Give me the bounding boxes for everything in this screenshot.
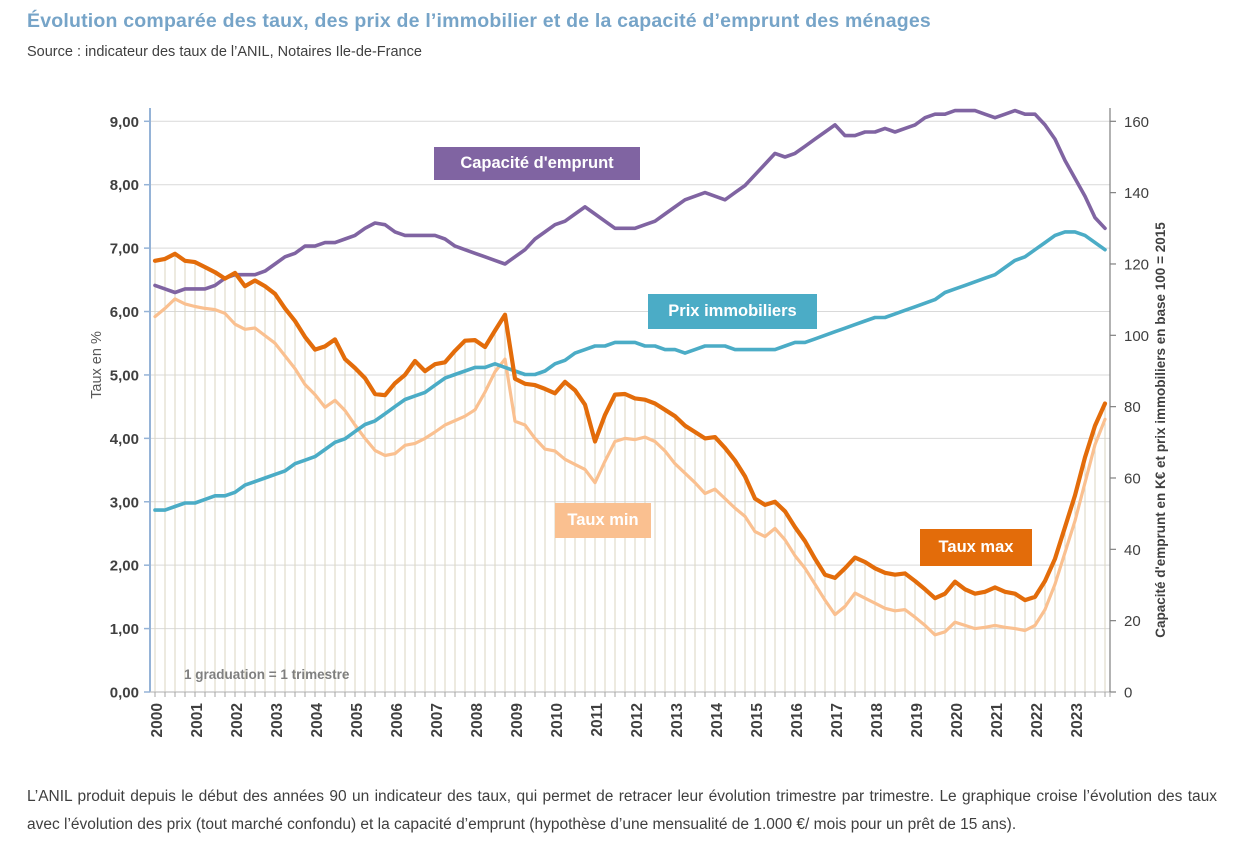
left-axis-title: Taux en % [89,331,105,399]
left-axis-tick-label: 6,00 [110,304,139,321]
x-axis-year-label: 2002 [229,703,246,737]
series-line-taux-min [153,297,1107,637]
right-axis-tick-label: 20 [1124,613,1141,630]
source-line: Source : indicateur des taux de l’ANIL, … [27,44,422,60]
left-axis-tick-label: 2,00 [110,558,139,575]
left-axis-tick-label: 4,00 [110,431,139,448]
left-axis-tick-label: 0,00 [110,685,139,702]
x-axis-year-label: 2014 [709,703,726,738]
x-axis-year-label: 2008 [469,703,486,738]
chart: 0,00 1,00 2,00 3,00 4,00 5,00 6,00 7,00 8,00 9,00… [89,108,1168,738]
x-axis-year-label: 2011 [589,703,606,737]
x-axis-year-label: 2022 [1029,703,1046,737]
x-axis-year-label: 2015 [749,703,766,738]
left-axis-tick-label: 9,00 [110,114,139,131]
quarter-drop-lines [154,253,1106,692]
series-line-prix-immobiliers [153,230,1107,512]
x-axis-year-label: 2009 [509,703,526,738]
right-axis-tick-label: 0 [1124,685,1132,702]
axis-ticks [144,120,1116,697]
right-axis-title: Capacité d'emprunt en K€ et prix immobil… [1153,222,1168,638]
x-axis-year-label: 2004 [309,703,326,738]
series-line-capacit-d-emprunt [153,108,1107,295]
page-title: Évolution comparée des taux, des prix de… [27,10,931,32]
series-label-prix-immobiliers: Prix immobiliers [648,294,817,329]
axis-labels: 0,00 1,00 2,00 3,00 4,00 5,00 6,00 7,00 8,00 9,00… [89,114,1168,738]
right-axis-tick-label: 80 [1124,399,1141,416]
x-axis-year-label: 2010 [549,703,566,737]
axes [149,108,1111,693]
right-axis-tick-label: 60 [1124,470,1141,487]
chart-graduation-note: 1 graduation = 1 trimestre [184,667,350,682]
left-axis-tick-label: 8,00 [110,177,139,194]
right-axis-tick-label: 160 [1124,114,1149,131]
right-axis-tick-label: 120 [1124,256,1149,273]
footer-paragraph: L’ANIL produit depuis le début des année… [27,788,1217,834]
x-axis-year-label: 2021 [989,703,1006,738]
x-axis-year-label: 2013 [669,703,686,738]
series-label-taux-min: Taux min [555,503,651,538]
x-axis-year-label: 2006 [389,703,406,738]
x-axis-year-label: 2000 [149,703,166,737]
right-axis-tick-label: 100 [1124,328,1149,345]
x-axis-year-label: 2003 [269,703,286,738]
series-line-taux-max [152,251,1108,603]
left-axis-tick-label: 1,00 [110,621,139,638]
right-axis-tick-label: 40 [1124,542,1141,559]
series-label-taux-max: Taux max [920,529,1032,566]
x-axis-year-label: 2001 [189,703,206,738]
series-label-capacite-demprunt: Capacité d'emprunt [434,147,640,180]
left-axis-tick-label: 5,00 [110,367,139,384]
x-axis-year-label: 2007 [429,703,446,737]
x-axis-year-label: 2005 [349,703,366,738]
x-axis-year-label: 2023 [1069,703,1086,738]
x-axis-year-label: 2018 [869,703,886,738]
x-axis-year-label: 2020 [949,703,966,737]
x-axis-year-label: 2019 [909,703,926,738]
x-axis-year-label: 2017 [829,703,846,737]
x-axis-year-label: 2016 [789,703,806,738]
right-axis-tick-label: 140 [1124,185,1149,202]
x-axis-year-label: 2012 [629,703,646,737]
left-axis-tick-label: 3,00 [110,494,139,511]
left-axis-tick-label: 7,00 [110,241,139,258]
